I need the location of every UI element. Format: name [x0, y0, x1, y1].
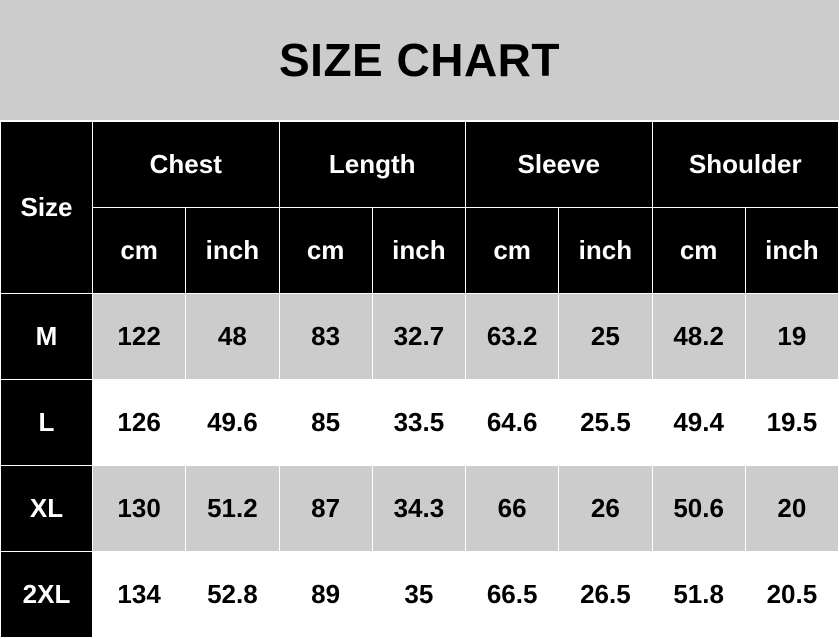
- value-cell: 25: [558, 293, 653, 380]
- value-cell: 126: [91, 379, 187, 466]
- title-band: SIZE CHART: [0, 0, 839, 121]
- table-row: XL 130 51.2 87 34.3 66 26 50.6 20: [0, 465, 839, 552]
- page-title: SIZE CHART: [279, 34, 560, 86]
- value-cell: 50.6: [651, 465, 746, 552]
- value-cell: 66: [464, 465, 560, 552]
- value-cell: 35: [371, 551, 467, 638]
- unit-header: inch: [744, 207, 839, 294]
- chest-header: Chest: [92, 121, 280, 208]
- shoulder-header: Shoulder: [651, 121, 839, 208]
- header-row-groups: Size Chest Length Sleeve Shoulder: [0, 121, 839, 294]
- value-cell: 51.2: [185, 465, 280, 552]
- value-cell: 48.2: [651, 293, 746, 380]
- size-chart-table: Size Chest Length Sleeve Shoulder cm inc…: [0, 121, 839, 638]
- size-cell: L: [0, 379, 93, 466]
- value-cell: 20.5: [744, 551, 839, 638]
- value-cell: 19: [744, 293, 839, 380]
- value-cell: 89: [278, 551, 373, 638]
- value-cell: 19.5: [744, 379, 839, 466]
- value-cell: 26.5: [558, 551, 653, 638]
- value-cell: 51.8: [651, 551, 746, 638]
- value-cell: 25.5: [558, 379, 653, 466]
- unit-header: cm: [278, 207, 373, 294]
- value-cell: 48: [185, 293, 280, 380]
- size-cell: M: [0, 293, 93, 380]
- value-cell: 122: [91, 293, 187, 380]
- sleeve-header: Sleeve: [465, 121, 653, 208]
- length-header: Length: [278, 121, 466, 208]
- unit-header: inch: [371, 207, 467, 294]
- value-cell: 85: [278, 379, 373, 466]
- value-cell: 49.6: [185, 379, 280, 466]
- header-row-units: cm inch cm inch cm inch cm inch: [1, 207, 839, 294]
- value-cell: 64.6: [464, 379, 560, 466]
- value-cell: 63.2: [464, 293, 560, 380]
- value-cell: 66.5: [464, 551, 560, 638]
- value-cell: 87: [278, 465, 373, 552]
- unit-header: cm: [651, 207, 746, 294]
- value-cell: 33.5: [371, 379, 467, 466]
- size-cell: XL: [0, 465, 93, 552]
- table-row: M 122 48 83 32.7 63.2 25 48.2 19: [0, 293, 839, 380]
- value-cell: 49.4: [651, 379, 746, 466]
- value-cell: 34.3: [371, 465, 467, 552]
- value-cell: 52.8: [185, 551, 280, 638]
- unit-header: cm: [464, 207, 560, 294]
- size-cell: 2XL: [0, 551, 93, 638]
- value-cell: 134: [91, 551, 187, 638]
- size-header: Size: [0, 121, 93, 294]
- table-row: L 126 49.6 85 33.5 64.6 25.5 49.4 19.5: [0, 379, 839, 466]
- value-cell: 83: [278, 293, 373, 380]
- unit-header: inch: [558, 207, 653, 294]
- unit-header: cm: [91, 207, 187, 294]
- unit-header: inch: [185, 207, 280, 294]
- value-cell: 20: [744, 465, 839, 552]
- value-cell: 32.7: [371, 293, 467, 380]
- table-row: 2XL 134 52.8 89 35 66.5 26.5 51.8 20.5: [0, 551, 839, 638]
- value-cell: 26: [558, 465, 653, 552]
- value-cell: 130: [91, 465, 187, 552]
